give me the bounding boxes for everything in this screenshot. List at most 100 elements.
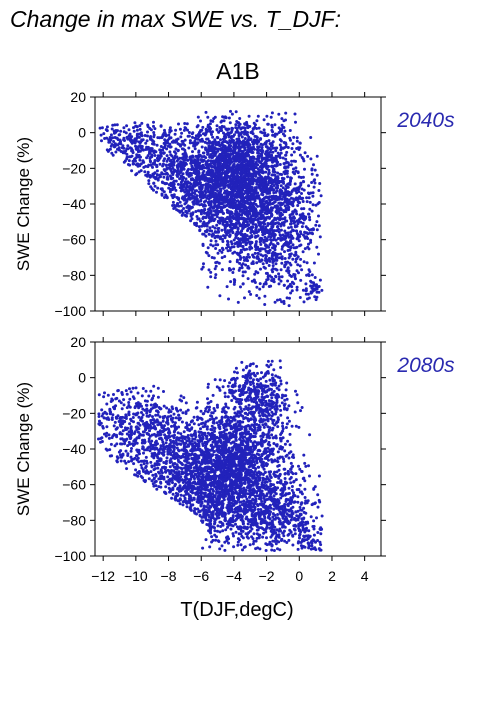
data-point — [211, 169, 215, 173]
data-point — [214, 180, 218, 184]
data-point — [105, 129, 109, 133]
data-point — [307, 184, 311, 188]
data-point — [270, 279, 274, 282]
data-point — [178, 200, 182, 204]
data-point — [313, 276, 317, 279]
data-point — [223, 391, 227, 395]
data-point — [267, 245, 271, 249]
period-label: 2040s — [396, 109, 455, 132]
data-point — [215, 185, 218, 189]
data-point — [226, 165, 230, 169]
data-point — [273, 164, 277, 168]
data-point — [98, 126, 102, 130]
data-point — [258, 287, 262, 291]
data-point — [125, 152, 129, 156]
data-point — [196, 124, 200, 128]
data-point — [308, 207, 312, 211]
data-point — [152, 120, 155, 124]
data-point — [234, 217, 238, 221]
data-point — [257, 126, 261, 130]
data-point — [207, 254, 211, 258]
data-point — [115, 123, 119, 127]
data-point — [274, 275, 278, 279]
data-point — [220, 246, 224, 250]
data-point — [252, 145, 255, 149]
data-point — [205, 171, 209, 175]
data-point — [216, 243, 220, 247]
data-point — [295, 257, 299, 261]
data-point — [265, 114, 269, 118]
data-point — [311, 203, 315, 207]
data-point — [201, 125, 205, 129]
data-point — [215, 160, 219, 164]
data-point — [239, 256, 243, 260]
data-point — [168, 142, 172, 146]
data-point — [216, 157, 220, 161]
data-point — [315, 154, 319, 158]
data-point — [267, 139, 271, 143]
data-point — [152, 124, 155, 128]
data-point — [180, 178, 184, 182]
data-point — [254, 174, 258, 178]
data-point — [284, 209, 288, 213]
data-point — [213, 115, 217, 119]
data-point — [201, 177, 205, 181]
y-tick-label: −80 — [62, 267, 86, 283]
data-point — [205, 178, 208, 182]
data-point — [258, 216, 261, 220]
data-point — [270, 128, 274, 132]
data-point — [244, 243, 248, 247]
data-point — [202, 151, 206, 155]
data-point — [244, 132, 248, 136]
data-point — [197, 149, 201, 153]
data-point — [286, 266, 290, 270]
data-point — [200, 224, 204, 228]
data-point — [160, 193, 164, 197]
data-point — [219, 120, 223, 124]
data-point — [274, 238, 278, 242]
data-point — [302, 300, 306, 304]
data-point — [310, 181, 314, 184]
data-point — [211, 148, 215, 152]
data-point — [236, 131, 240, 134]
data-point — [264, 271, 268, 275]
data-point — [298, 217, 302, 221]
data-point — [147, 182, 151, 186]
data-point — [186, 158, 190, 162]
data-point — [230, 112, 234, 116]
data-point — [195, 215, 199, 218]
data-point — [304, 231, 308, 235]
data-point — [125, 124, 129, 128]
data-point — [270, 142, 274, 146]
data-point — [253, 218, 256, 222]
data-point — [269, 211, 273, 215]
data-point — [198, 182, 202, 186]
data-point — [283, 257, 287, 260]
data-point — [256, 149, 260, 153]
data-point — [244, 189, 247, 193]
data-point — [204, 148, 208, 151]
data-point — [246, 277, 250, 281]
data-point — [277, 282, 281, 286]
data-point — [176, 182, 180, 186]
data-point — [280, 261, 284, 265]
data-point — [159, 124, 163, 128]
data-point — [173, 168, 177, 172]
data-point — [282, 162, 286, 166]
data-point — [194, 210, 198, 213]
data-point — [238, 159, 242, 163]
data-point — [242, 238, 246, 242]
data-point — [226, 202, 230, 206]
data-point — [206, 159, 210, 163]
data-point — [270, 257, 274, 261]
data-point — [238, 231, 242, 235]
data-point — [171, 140, 175, 144]
data-point — [231, 223, 235, 227]
data-point — [155, 173, 159, 177]
data-point — [131, 159, 135, 163]
data-point — [287, 304, 291, 308]
data-point — [250, 161, 254, 165]
data-point — [214, 273, 218, 277]
data-point — [110, 127, 114, 131]
data-point — [200, 203, 204, 206]
